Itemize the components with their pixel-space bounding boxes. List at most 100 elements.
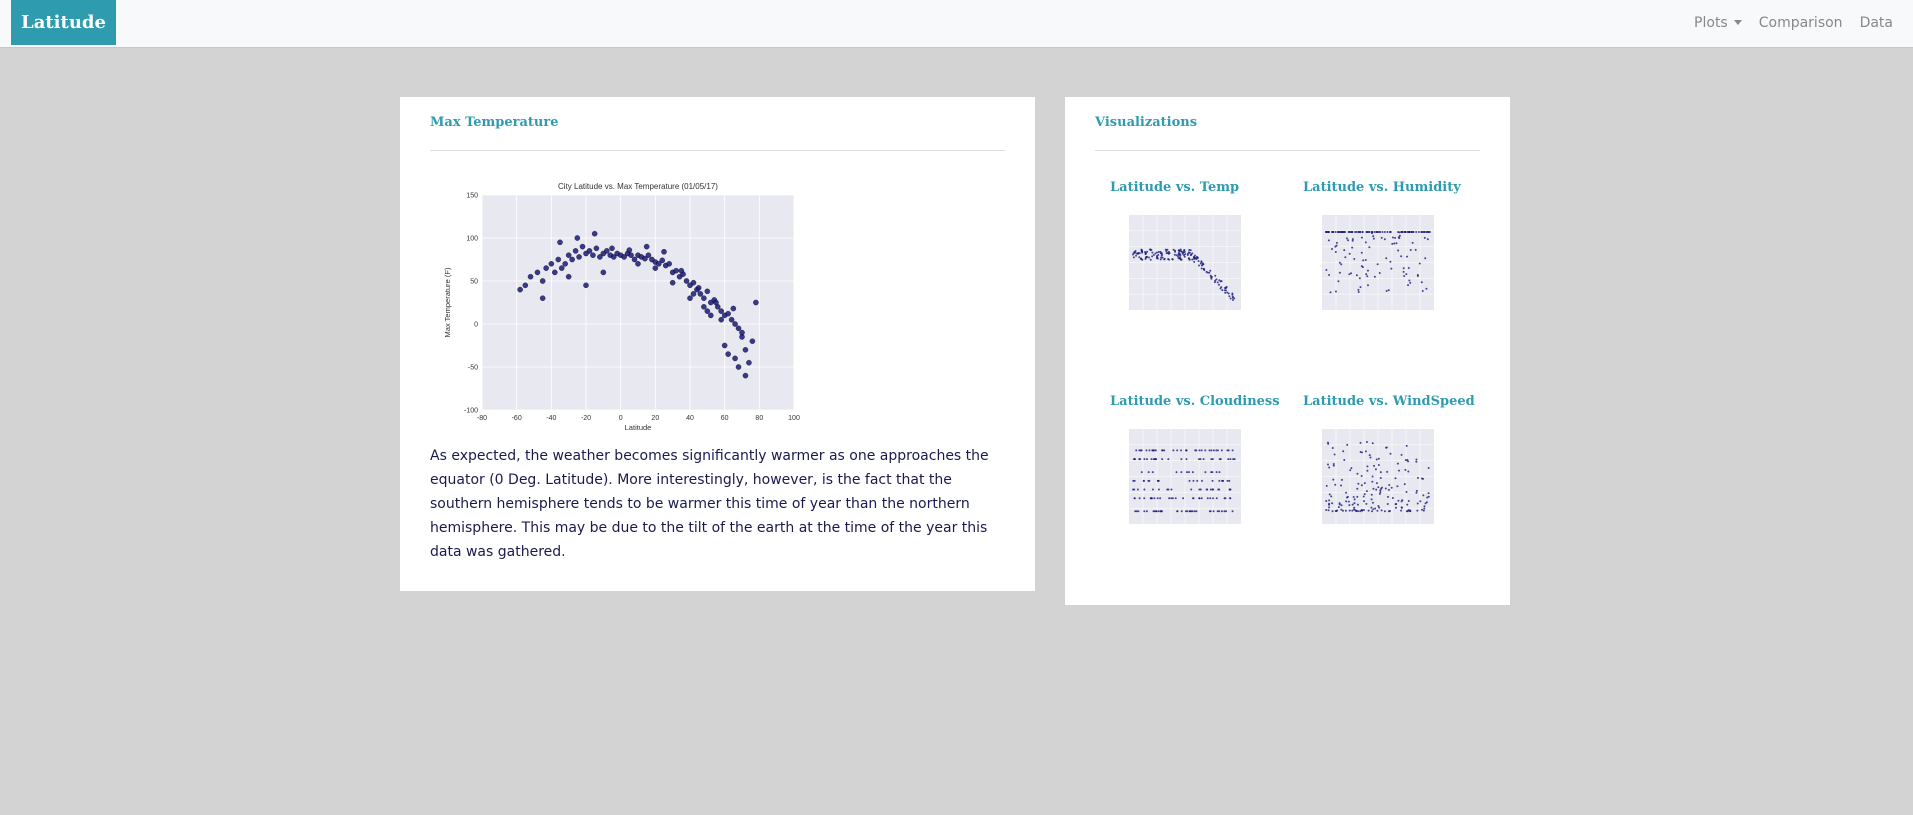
thumb-data-point <box>1160 510 1163 513</box>
y-tick-label: 50 <box>470 279 478 286</box>
thumb-data-point <box>1420 281 1423 284</box>
temp-thumbnail-image[interactable] <box>1117 207 1247 322</box>
thumb-data-point <box>1360 509 1363 512</box>
thumb-data-point <box>1424 502 1427 505</box>
thumb-data-point <box>1373 464 1376 467</box>
thumb-data-point <box>1425 501 1428 504</box>
thumb-data-point <box>1390 267 1393 270</box>
thumb-data-point <box>1135 449 1138 452</box>
data-point <box>730 305 737 312</box>
thumb-data-point <box>1376 509 1379 512</box>
thumb-data-point <box>1378 492 1381 495</box>
thumb-data-point <box>1140 257 1143 260</box>
thumb-data-point <box>1375 231 1378 234</box>
thumb-data-point <box>1202 458 1205 461</box>
thumb-data-point <box>1157 510 1160 513</box>
data-point <box>562 261 568 267</box>
humidity-thumbnail-image[interactable] <box>1310 207 1440 322</box>
thumb-data-point <box>1376 263 1379 266</box>
data-point <box>552 269 558 276</box>
data-point <box>621 254 627 260</box>
thumb-data-point <box>1363 482 1366 485</box>
cloudiness-thumbnail-image[interactable] <box>1117 421 1247 536</box>
thumb-data-point <box>1133 251 1136 254</box>
data-point <box>642 255 648 262</box>
thumb-data-point <box>1231 293 1234 296</box>
thumb-data-point <box>1223 510 1226 513</box>
thumb-data-point <box>1231 449 1234 452</box>
thumb-data-point <box>1330 495 1333 498</box>
thumb-data-point <box>1383 510 1386 513</box>
thumb-data-point <box>1165 250 1168 253</box>
thumb-data-point <box>1325 231 1328 234</box>
thumb-data-point <box>1348 509 1351 512</box>
thumb-data-point <box>1155 510 1158 513</box>
thumb-data-point <box>1328 274 1331 277</box>
visualizations-panel: Visualizations Latitude vs. Temp Latitud… <box>1065 97 1510 605</box>
data-point <box>725 310 731 317</box>
thumb-data-point <box>1145 449 1148 452</box>
thumb-data-point <box>1212 497 1215 500</box>
thumb-data-point <box>1370 498 1373 501</box>
thumb-data-point <box>1405 273 1408 276</box>
thumb-data-point <box>1152 510 1155 513</box>
thumb-data-point <box>1384 487 1387 490</box>
thumb-data-point <box>1409 281 1412 284</box>
thumb-data-point <box>1340 484 1343 487</box>
thumb-data-point <box>1325 484 1328 487</box>
thumb-title-temp[interactable]: Latitude vs. Temp <box>1110 180 1240 195</box>
thumb-title-cloudiness[interactable]: Latitude vs. Cloudiness <box>1110 394 1280 409</box>
thumb-title-windspeed[interactable]: Latitude vs. WindSpeed <box>1303 394 1475 409</box>
thumb-data-point <box>1175 471 1178 474</box>
thumb-data-point <box>1344 509 1347 512</box>
thumb-data-point <box>1184 510 1187 513</box>
thumb-data-point <box>1216 281 1219 284</box>
thumb-title-humidity[interactable]: Latitude vs. Humidity <box>1303 180 1461 195</box>
thumb-data-point <box>1194 449 1197 452</box>
thumb-data-point <box>1326 441 1329 444</box>
thumb-data-point <box>1390 486 1393 489</box>
nav-comparison-link[interactable]: Comparison <box>1758 14 1843 31</box>
thumb-data-point <box>1426 496 1429 499</box>
thumb-data-point <box>1394 503 1397 506</box>
thumb-data-point <box>1371 442 1374 445</box>
thumb-data-point <box>1182 251 1185 254</box>
thumb-data-point <box>1405 490 1408 493</box>
windspeed-thumbnail-image[interactable] <box>1310 421 1440 536</box>
thumb-data-point <box>1233 458 1236 461</box>
brand-link[interactable]: Latitude <box>11 0 116 45</box>
thumb-data-point <box>1407 470 1410 473</box>
thumb-data-point <box>1212 510 1215 513</box>
data-point <box>683 278 690 284</box>
nav-data-link[interactable]: Data <box>1859 14 1893 31</box>
data-point <box>600 269 607 276</box>
thumb-data-point <box>1220 280 1223 283</box>
thumb-data-point <box>1416 509 1419 512</box>
nav-plots-dropdown[interactable]: Plots <box>1694 15 1742 31</box>
data-point <box>565 252 572 258</box>
thumb-data-point <box>1360 451 1363 454</box>
thumb-data-point <box>1378 271 1381 274</box>
thumb-data-point <box>1211 458 1214 461</box>
thumb-data-point <box>1210 449 1213 452</box>
thumb-data-point <box>1379 476 1382 479</box>
thumb-data-point <box>1369 456 1372 459</box>
thumb-data-point <box>1375 458 1378 461</box>
thumb-data-point <box>1152 449 1155 452</box>
thumb-data-point <box>1404 459 1407 462</box>
thumb-data-point <box>1411 241 1414 244</box>
thumb-data-point <box>1425 231 1428 234</box>
data-point <box>539 295 546 301</box>
thumb-data-point <box>1231 298 1234 301</box>
thumb-data-point <box>1209 269 1212 272</box>
thumb-data-point <box>1143 497 1146 500</box>
thumb-data-point <box>1140 471 1143 474</box>
thumb-data-point <box>1211 471 1214 474</box>
thumb-data-point <box>1377 505 1380 508</box>
x-tick-label: 20 <box>651 415 659 422</box>
thumb-data-point <box>1366 284 1369 287</box>
thumb-data-point <box>1364 450 1367 453</box>
thumb-data-point <box>1227 292 1230 295</box>
thumb-data-point <box>1378 506 1381 509</box>
thumb-data-point <box>1381 231 1384 234</box>
